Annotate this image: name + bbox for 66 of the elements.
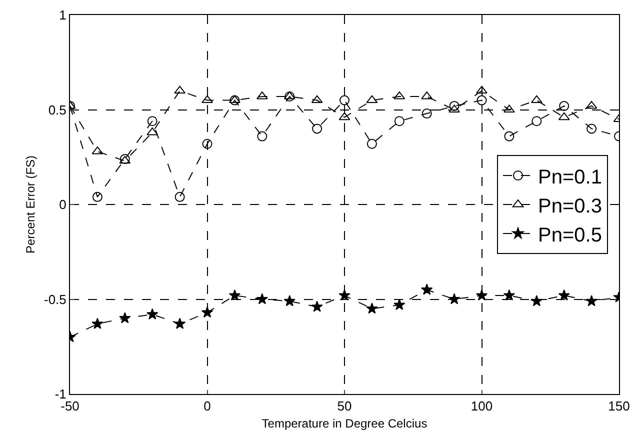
point bbox=[421, 91, 433, 100]
y-tick-label: 0.5 bbox=[48, 102, 66, 118]
point bbox=[147, 116, 158, 126]
point bbox=[340, 95, 350, 106]
point bbox=[448, 293, 460, 304]
point bbox=[311, 95, 323, 104]
point bbox=[146, 308, 158, 320]
x-tick-label: 50 bbox=[337, 398, 352, 414]
point bbox=[530, 295, 542, 306]
point bbox=[119, 312, 131, 324]
point bbox=[174, 192, 185, 202]
point bbox=[146, 127, 158, 136]
point bbox=[558, 289, 570, 300]
x-tick-label: 100 bbox=[470, 398, 493, 414]
point bbox=[586, 100, 598, 109]
point bbox=[202, 138, 212, 149]
point bbox=[174, 318, 186, 329]
point bbox=[394, 91, 406, 100]
point bbox=[586, 295, 598, 306]
x-tick-label: 0 bbox=[204, 398, 211, 414]
point bbox=[559, 100, 570, 111]
x-tick-label: 150 bbox=[608, 398, 630, 414]
x-axis-title: Temperature in Degree Celcius bbox=[262, 416, 428, 430]
point bbox=[229, 95, 240, 104]
point bbox=[366, 302, 378, 314]
point bbox=[504, 131, 514, 142]
point bbox=[366, 95, 378, 104]
point bbox=[532, 116, 542, 126]
y-tick-label: 1 bbox=[59, 8, 66, 23]
point bbox=[476, 95, 487, 106]
y-tick-label: -0.5 bbox=[44, 292, 66, 307]
point bbox=[503, 289, 516, 300]
point bbox=[311, 300, 323, 312]
point bbox=[284, 91, 296, 100]
point bbox=[228, 289, 241, 300]
point bbox=[476, 86, 488, 94]
point bbox=[338, 289, 350, 300]
point bbox=[394, 116, 404, 126]
y-axis-title: Percent Error (FS) bbox=[23, 155, 38, 254]
point bbox=[230, 95, 240, 106]
point bbox=[174, 86, 186, 94]
legend-label: Pn=0.5 bbox=[538, 224, 602, 246]
y-tick-label: 0 bbox=[59, 197, 66, 212]
point bbox=[586, 124, 597, 134]
point bbox=[476, 289, 488, 300]
point bbox=[257, 131, 268, 142]
legend-label: Pn=0.3 bbox=[538, 195, 602, 218]
point bbox=[394, 298, 406, 310]
point bbox=[312, 124, 322, 134]
point bbox=[366, 138, 377, 149]
point bbox=[256, 91, 268, 100]
point bbox=[338, 112, 350, 120]
point bbox=[284, 295, 296, 306]
point bbox=[422, 108, 432, 119]
point bbox=[92, 192, 102, 202]
point bbox=[421, 284, 433, 295]
legend-label: Pn=0.1 bbox=[538, 166, 602, 188]
point bbox=[201, 306, 214, 318]
point bbox=[92, 318, 104, 329]
point bbox=[284, 91, 295, 102]
point bbox=[256, 293, 268, 304]
point bbox=[449, 100, 460, 111]
point bbox=[202, 95, 213, 104]
point bbox=[92, 146, 104, 154]
point bbox=[530, 95, 542, 104]
point bbox=[558, 112, 570, 120]
